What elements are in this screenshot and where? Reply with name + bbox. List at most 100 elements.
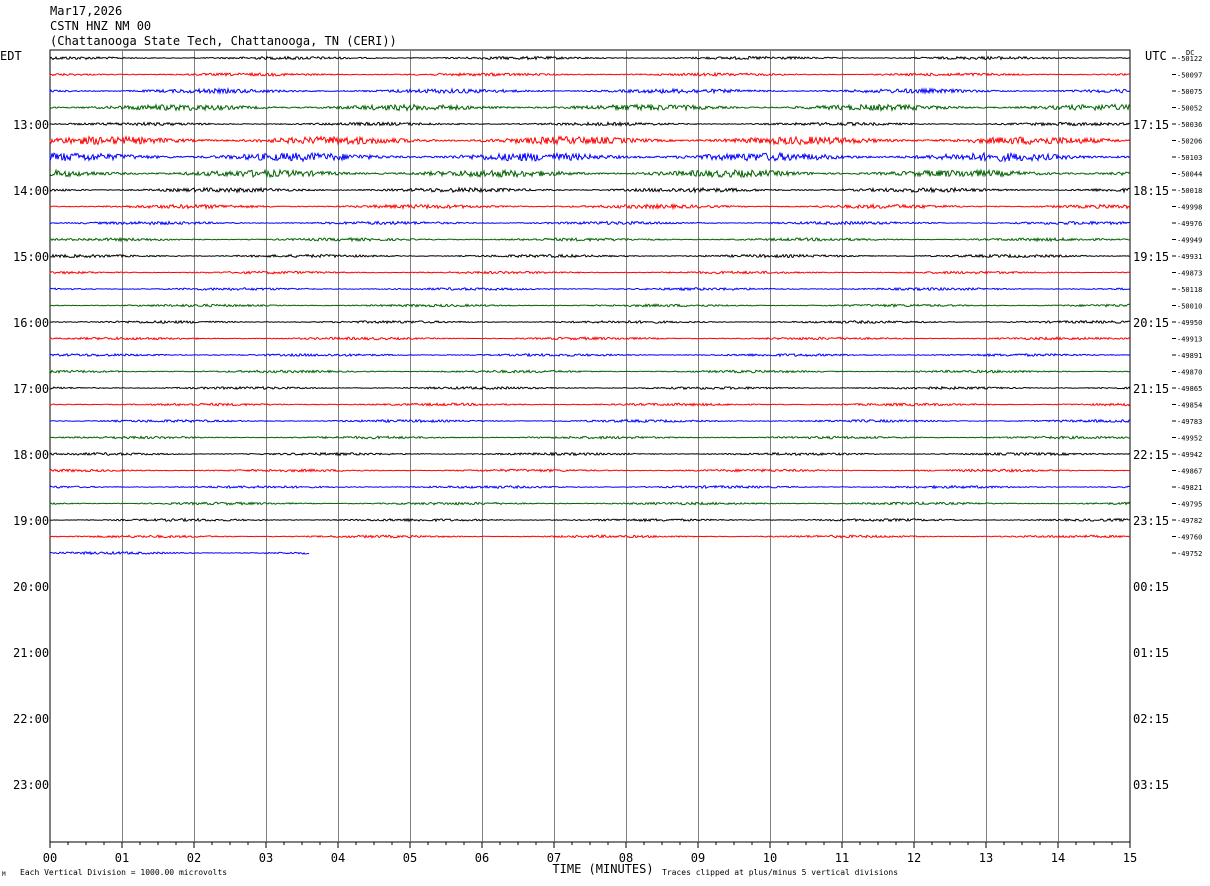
dc-offset-label: -50075 [1177, 88, 1202, 96]
dc-offset-label: -49795 [1177, 501, 1202, 509]
x-tick-label: 02 [187, 851, 201, 865]
dc-offset-label: -50118 [1177, 286, 1202, 294]
dc-offset-label: -49891 [1177, 352, 1202, 360]
x-tick-label: 00 [43, 851, 57, 865]
seismic-trace [49, 55, 1131, 61]
x-tick-label: 11 [835, 851, 849, 865]
dc-offset-label: -49913 [1177, 336, 1202, 344]
clip-note: Traces clipped at plus/minus 5 vertical … [662, 868, 899, 877]
dc-offset-label: -49867 [1177, 468, 1202, 476]
dc-offset-label: -49949 [1177, 237, 1202, 245]
dc-offset-label: -49760 [1177, 534, 1202, 542]
seismic-trace [49, 484, 1131, 490]
seismic-trace [49, 135, 1131, 146]
seismic-trace [49, 151, 1131, 163]
dc-offset-label: -49998 [1177, 204, 1202, 212]
seismic-trace [49, 418, 1131, 424]
x-axis-label: TIME (MINUTES) [552, 862, 653, 876]
seismic-trace [49, 352, 1131, 358]
seismic-trace [49, 202, 1131, 211]
seismic-trace [49, 186, 1130, 194]
x-tick-label: 06 [475, 851, 489, 865]
dc-offset-label: -49950 [1177, 319, 1202, 327]
utc-hour-label: 22:15 [1133, 448, 1169, 462]
dc-offset-label: -50097 [1177, 72, 1202, 80]
dc-offset-label: -50018 [1177, 187, 1202, 195]
seismic-trace [49, 253, 1130, 259]
seismic-trace [49, 336, 1131, 341]
dc-offset-label: -49942 [1177, 451, 1202, 459]
seismic-trace [49, 71, 1131, 78]
edt-hour-label: 21:00 [13, 646, 49, 660]
utc-hour-label: 18:15 [1133, 184, 1169, 198]
seismic-trace [49, 402, 1131, 407]
scale-note: Each Vertical Division = 1000.00 microvo… [20, 868, 228, 877]
seismic-trace [49, 87, 1131, 95]
utc-hour-label: 19:15 [1133, 250, 1169, 264]
x-tick-label: 08 [619, 851, 633, 865]
dc-offset-label: -49782 [1177, 517, 1202, 525]
seismic-trace [49, 220, 1131, 226]
dc-offset-label: -49873 [1177, 270, 1202, 278]
seismic-trace [49, 120, 1131, 128]
x-tick-label: 14 [1051, 851, 1065, 865]
x-tick-label: 07 [547, 851, 561, 865]
edt-hour-label: 20:00 [13, 580, 49, 594]
seismic-trace [49, 435, 1131, 440]
seismic-trace [49, 534, 1131, 539]
edt-label: EDT [0, 49, 22, 63]
dc-offset-label: -50122 [1177, 55, 1202, 63]
dc-offset-label: -50036 [1177, 121, 1202, 129]
dc-offset-label: -49752 [1177, 550, 1202, 558]
dc-offset-label: -49783 [1177, 418, 1202, 426]
x-tick-label: 03 [259, 851, 273, 865]
station-location: (Chattanooga State Tech, Chattanooga, TN… [50, 34, 397, 48]
dc-offset-label: -50103 [1177, 154, 1202, 162]
x-tick-label: 05 [403, 851, 417, 865]
edt-hour-label: 18:00 [13, 448, 49, 462]
edt-hour-label: 13:00 [13, 118, 49, 132]
dc-offset-label: -49821 [1177, 484, 1202, 492]
dc-offset-label: -50010 [1177, 303, 1202, 311]
utc-hour-label: 01:15 [1133, 646, 1169, 660]
dc-offset-label: -49931 [1177, 253, 1202, 261]
dc-offset-label: -49870 [1177, 369, 1202, 377]
dc-offset-label: -50044 [1177, 171, 1202, 179]
dc-offset-label: -49976 [1177, 220, 1202, 228]
edt-hour-label: 17:00 [13, 382, 49, 396]
seismic-trace [50, 319, 1131, 325]
plot-frame [49, 49, 1131, 843]
edt-hour-label: 23:00 [13, 778, 49, 792]
utc-hour-label: 20:15 [1133, 316, 1169, 330]
seismic-trace [49, 517, 1131, 523]
dc-label: DC [1186, 49, 1194, 57]
x-tick-label: 04 [331, 851, 345, 865]
edt-hour-label: 19:00 [13, 514, 49, 528]
edt-hour-label: 16:00 [13, 316, 49, 330]
seismic-trace [49, 369, 1131, 374]
seismic-trace [49, 385, 1131, 391]
seismic-trace [49, 103, 1131, 113]
seismic-trace [49, 468, 1131, 473]
x-tick-label: 10 [763, 851, 777, 865]
utc-hour-label: 21:15 [1133, 382, 1169, 396]
x-tick-label: 12 [907, 851, 921, 865]
seismic-trace [49, 550, 310, 556]
edt-hour-label: 15:00 [13, 250, 49, 264]
x-tick-label: 01 [115, 851, 129, 865]
seismic-trace [49, 168, 1131, 179]
x-tick-label: 13 [979, 851, 993, 865]
x-tick-label: 15 [1123, 851, 1137, 865]
chart-date: Mar17,2026 [50, 4, 123, 18]
utc-hour-label: 02:15 [1133, 712, 1169, 726]
utc-label: UTC [1145, 49, 1167, 63]
corner-mark: M [2, 871, 6, 878]
dc-offset-label: -49865 [1177, 385, 1202, 393]
dc-offset-label: -49952 [1177, 435, 1202, 443]
utc-hour-label: 03:15 [1133, 778, 1169, 792]
station-code: CSTN HNZ NM 00 [50, 19, 152, 33]
utc-hour-label: 00:15 [1133, 580, 1169, 594]
seismic-trace [49, 270, 1131, 275]
dc-offset-label: -50206 [1177, 138, 1202, 146]
